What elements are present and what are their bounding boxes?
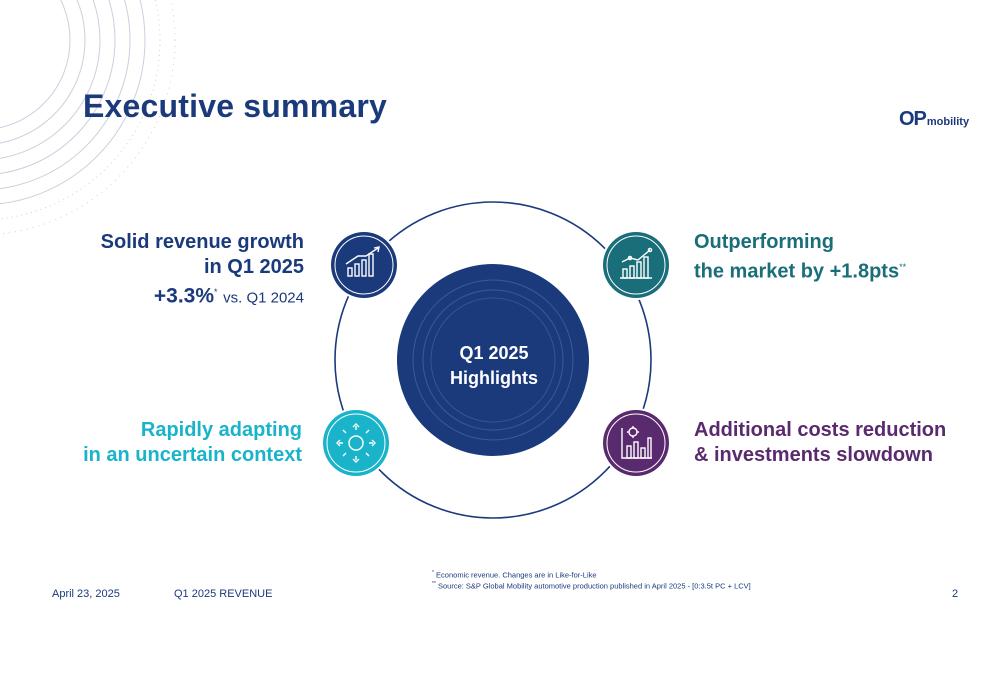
adapting-block: Rapidly adapting in an uncertain context — [83, 418, 302, 468]
revenue-growth-line1: Solid revenue growth — [100, 231, 304, 253]
revenue-growth-block: Solid revenue growth in Q1 2025 +3.3%* v… — [101, 230, 304, 311]
market-outperformance-line2: the market by +1.8pts — [694, 260, 900, 283]
costs-reduction-line2: & investments slowdown — [694, 444, 933, 466]
revenue-growth-comparison: vs. Q1 2024 — [223, 289, 304, 307]
page-number: 2 — [952, 588, 959, 600]
adapting-line1: Rapidly adapting — [140, 419, 302, 441]
gear-chart-icon — [601, 408, 671, 478]
costs-reduction-block: Additional costs reduction & investments… — [694, 418, 946, 468]
footer-section: Q1 2025 REVENUE — [174, 588, 273, 600]
adapting-line2: in an uncertain context — [83, 444, 302, 466]
revenue-growth-footnote-mark: * — [214, 287, 218, 297]
center-line1: Q1 2025 — [459, 343, 529, 363]
outer-ring — [334, 201, 652, 519]
footnote-1-mark: * — [432, 570, 434, 576]
costs-reduction-line1: Additional costs reduction — [694, 419, 947, 441]
market-outperformance-footnote-mark: ** — [899, 262, 907, 272]
line-bar-chart-icon — [601, 230, 671, 300]
decorative-arcs — [0, 0, 176, 235]
market-outperformance-line1: Outperforming — [694, 231, 834, 253]
center-disc — [397, 264, 589, 456]
revenue-growth-line2: in Q1 2025 — [203, 256, 304, 278]
sun-arrows-icon — [321, 408, 391, 478]
revenue-growth-value: +3.3% — [153, 284, 215, 308]
footnote-2-text: Source: S&P Global Mobility automotive p… — [438, 581, 751, 591]
growth-bar-chart-icon — [329, 230, 399, 300]
logo-mark: OP — [899, 108, 927, 130]
footnote-2: ** Source: S&P Global Mobility automotiv… — [432, 581, 751, 591]
footnote-2-mark: ** — [432, 581, 436, 587]
logo-text: mobility — [926, 116, 970, 128]
footnote-1-text: Economic revenue. Changes are in Like-fo… — [436, 570, 597, 580]
highlights-diagram — [321, 201, 671, 519]
footer-date: April 23, 2025 — [52, 588, 120, 600]
market-outperformance-block: Outperforming the market by +1.8pts** — [694, 230, 906, 285]
center-line2: Highlights — [450, 368, 538, 388]
footnote-1: * Economic revenue. Changes are in Like-… — [432, 570, 597, 580]
op-mobility-logo: OPmobility — [899, 108, 969, 131]
center-highlights-label: Q1 2025 Highlights — [418, 341, 570, 391]
page-title: Executive summary — [83, 88, 388, 124]
